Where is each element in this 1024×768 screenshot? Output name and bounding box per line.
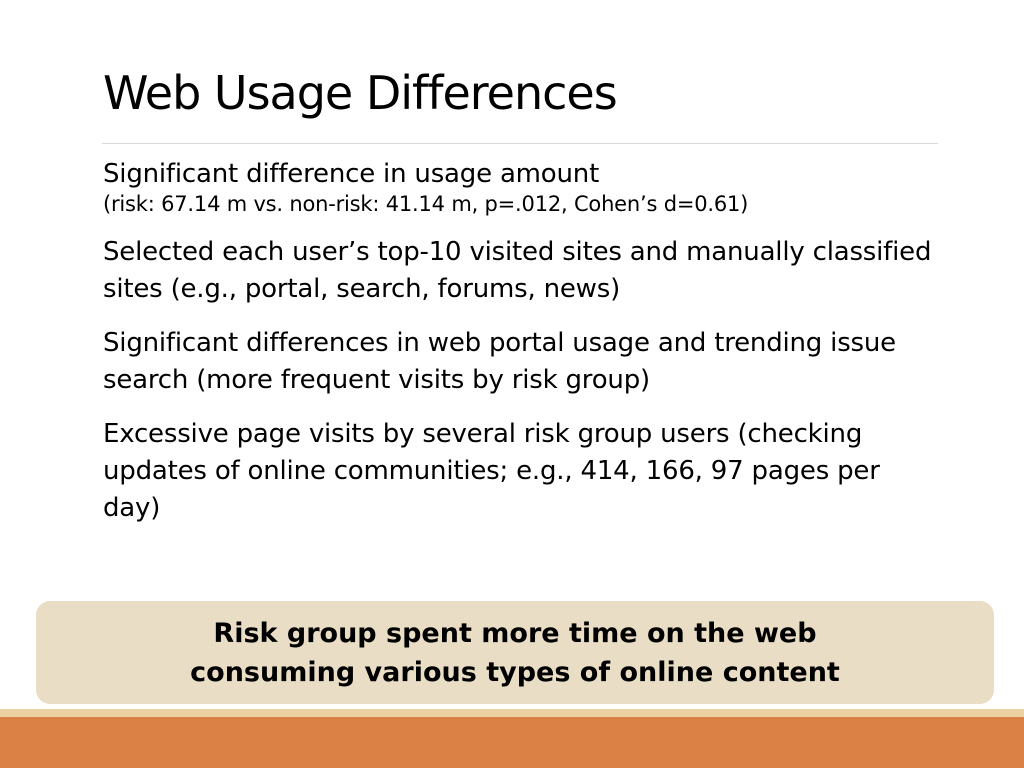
footer-stripe [0, 709, 1024, 717]
bullet-list: Significant difference in usage amount (… [103, 158, 983, 544]
summary-callout: Risk group spent more time on the web co… [36, 601, 994, 704]
callout-line-2: consuming various types of online conten… [190, 656, 840, 688]
title-divider [102, 143, 938, 144]
slide-title: Web Usage Differences [103, 66, 618, 120]
bullet-text: Significant difference in usage amount [103, 159, 600, 189]
bullet-item: Significant differences in web portal us… [103, 328, 896, 395]
bullet-item: Selected each user’s top-10 visited site… [103, 237, 932, 304]
footer-bar [0, 717, 1024, 768]
callout-line-1: Risk group spent more time on the web [213, 617, 817, 649]
bullet-item: Significant difference in usage amount (… [103, 158, 983, 217]
bullet-subtext: (risk: 67.14 m vs. non-risk: 41.14 m, p=… [103, 192, 749, 216]
bullet-item: Excessive page visits by several risk gr… [103, 419, 880, 523]
